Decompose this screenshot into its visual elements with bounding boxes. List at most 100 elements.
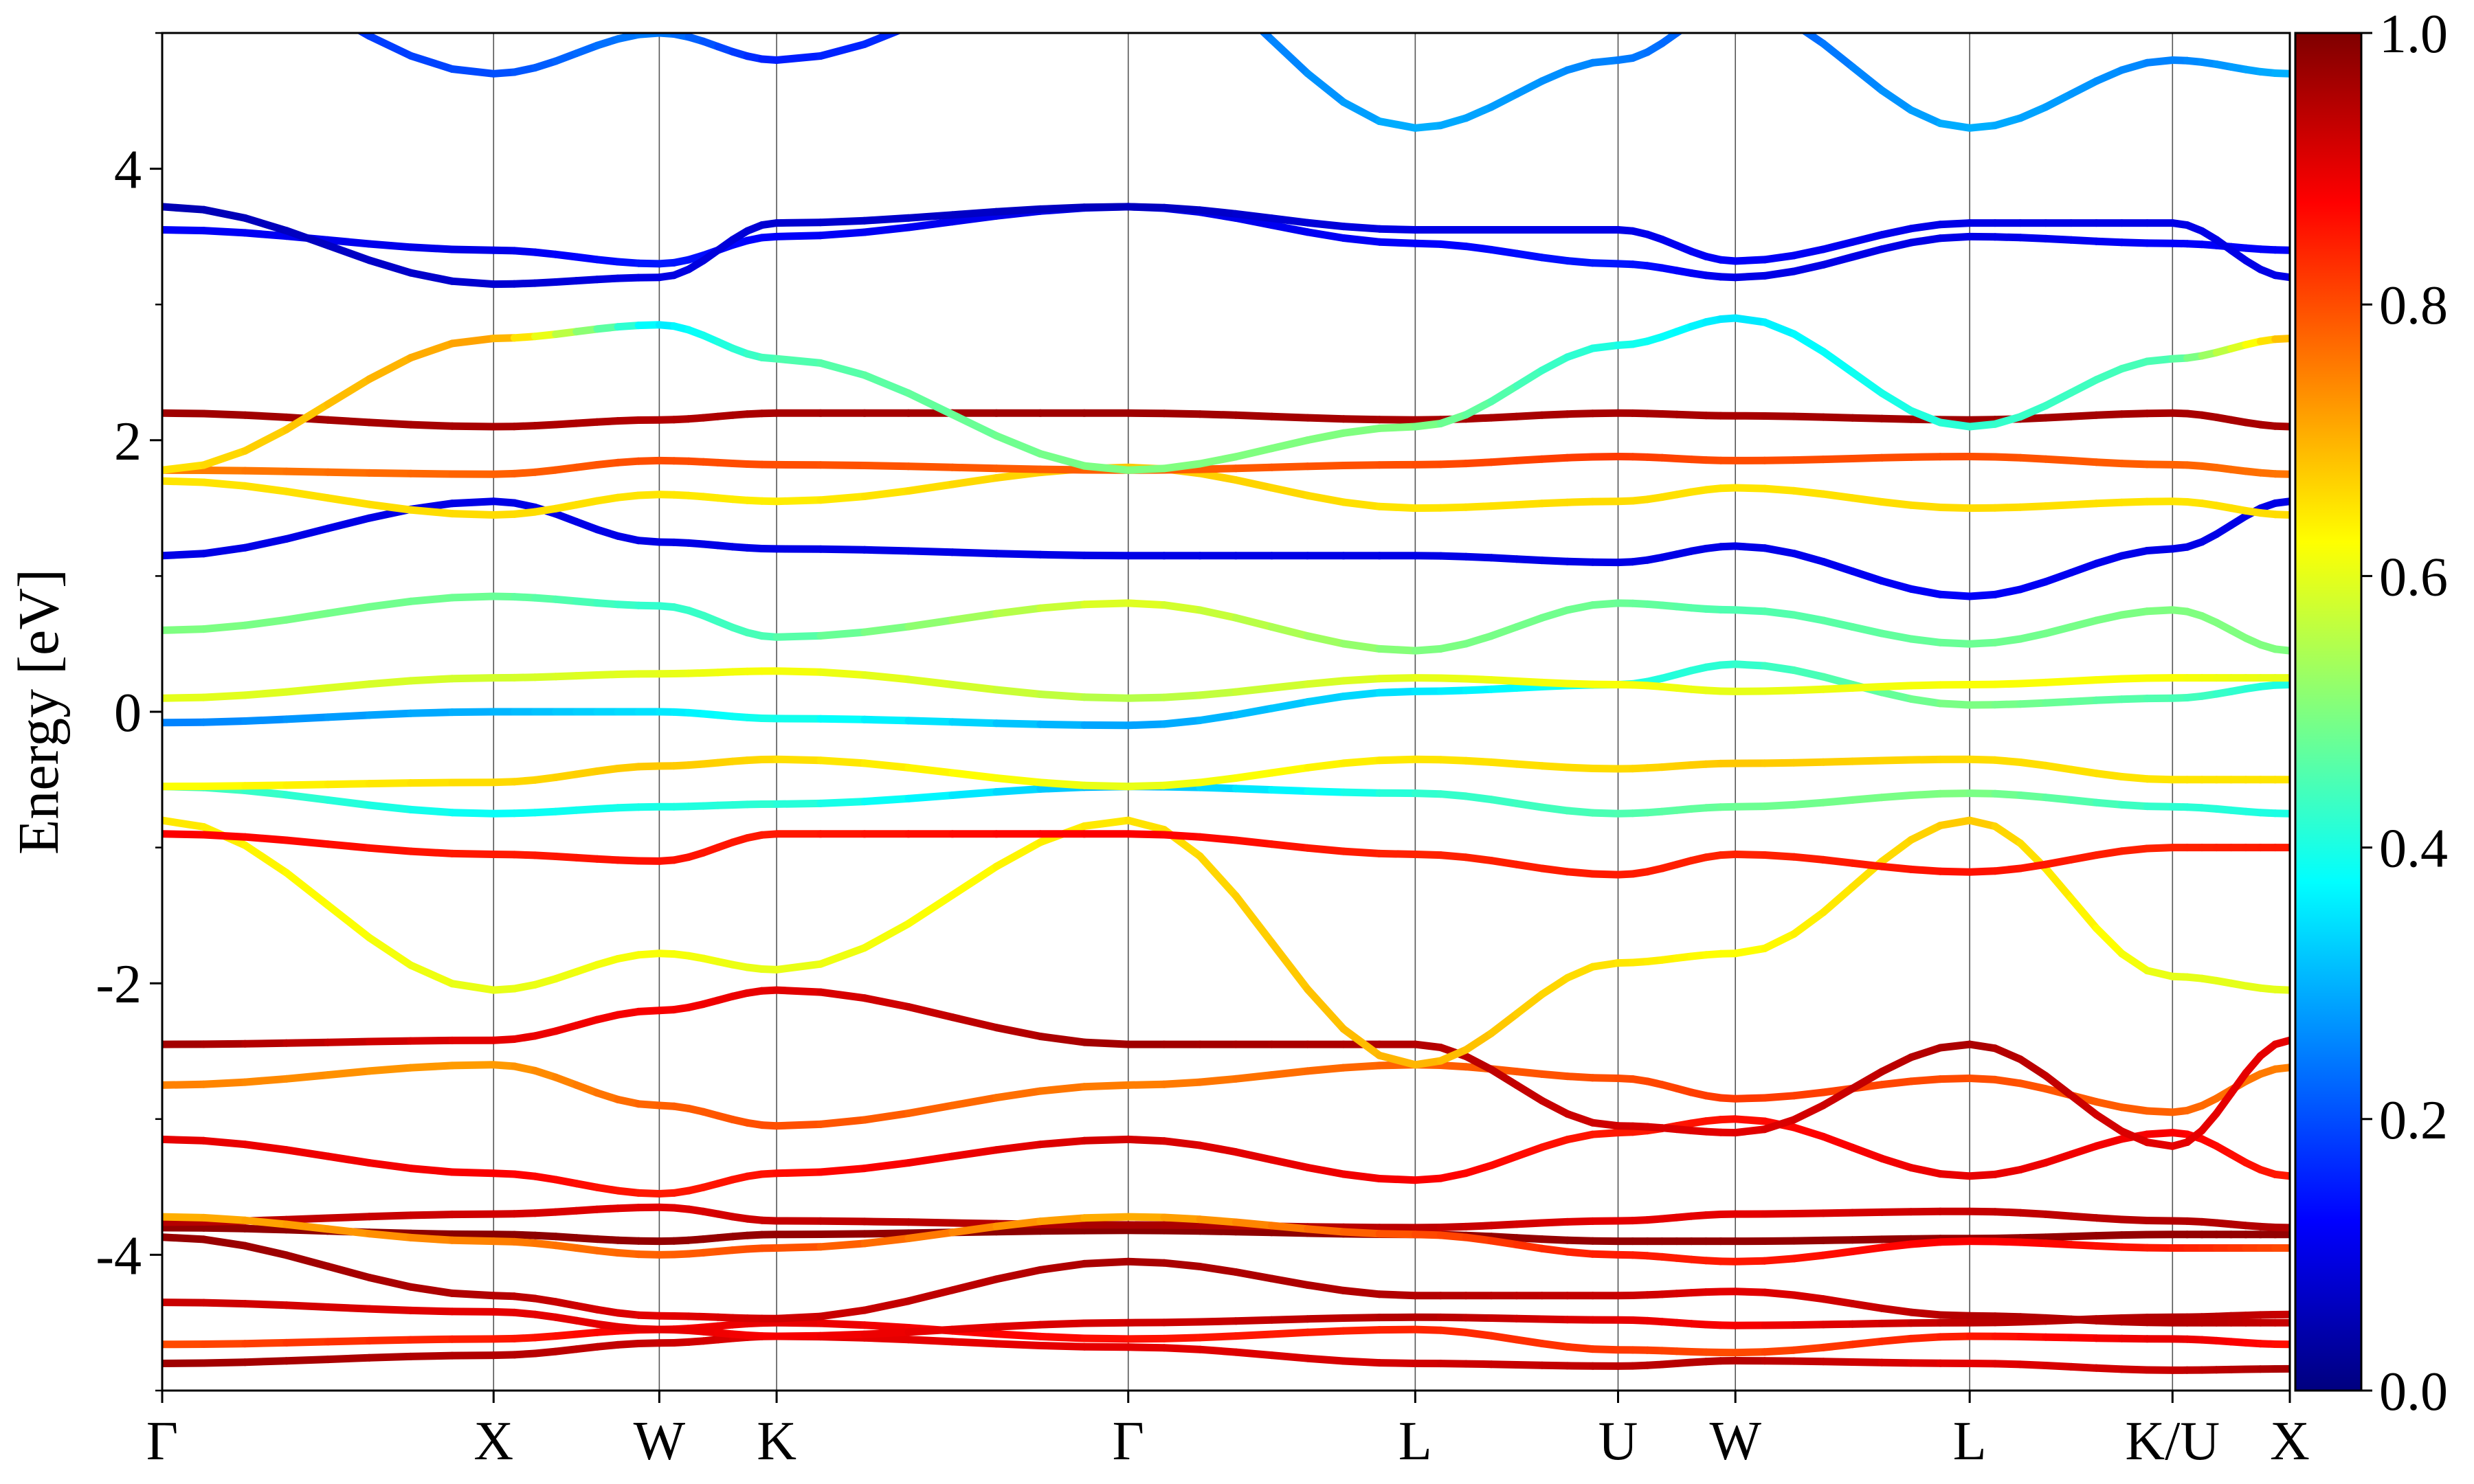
band-17-segment [1907,585,1944,598]
band-0-segment [860,1334,913,1344]
band-0-segment [1375,1359,1419,1367]
band-20-segment [1232,411,1275,420]
band-5-segment [1462,1222,1495,1230]
band-14-segment [1790,666,1827,681]
band-5-segment [365,1211,415,1221]
band-2-segment [241,1300,291,1309]
band-8-segment [1160,1078,1204,1088]
band-5-segment [162,1218,208,1226]
band-5-segment [2143,1217,2176,1225]
band-17-segment [162,550,208,560]
band-15-segment [1124,693,1168,702]
band-24-segment [1937,120,1974,132]
band-0-segment [324,1353,373,1364]
band-2-segment [1036,1319,1089,1329]
band-18-segment [1790,486,1827,498]
band-10-segment [1991,822,2025,847]
band-0-segment [162,1359,208,1367]
band-23-segment [1160,203,1204,214]
band-16-segment [1124,599,1168,609]
band-24-segment [1436,114,1470,130]
band-12-segment [2042,794,2075,804]
band-10-segment [1304,985,1348,1033]
band-22-segment [1563,257,1597,267]
band-4-segment [1790,1236,1827,1245]
band-17-segment [1761,544,1798,558]
band-6-segment [282,1220,332,1233]
band-3-segment [816,1306,869,1320]
band-1-segment [1487,1331,1521,1344]
band-13-segment [1339,756,1383,767]
band-22-segment [1937,232,1974,243]
band-22-segment [948,212,1001,226]
band-4-segment [241,1224,291,1234]
band-22-segment [1538,254,1572,265]
band-6-segment [448,1236,498,1246]
band-6-segment [241,1216,291,1228]
band-18-segment [199,478,249,490]
band-16-segment [2118,607,2151,619]
band-24-segment [448,65,498,78]
band-3-segment [162,1233,208,1244]
band-3-segment [407,1283,456,1297]
band-2-segment [1819,1320,1857,1329]
band-16-segment [1487,623,1521,640]
band-19-segment [324,468,373,477]
band-21-segment [241,425,291,455]
band-21-segment [1849,368,1886,397]
band-14-segment [1339,688,1383,701]
band-10-segment [2042,864,2075,903]
band-21-segment [1877,389,1915,415]
band-3-segment [365,1274,415,1291]
band-24-segment [1721,6,1735,8]
band-2-segment [282,1301,332,1311]
band-8-segment [365,1064,415,1075]
band-lines [162,6,2290,1374]
band-17-segment [1731,542,1769,552]
band-7-segment [1538,1136,1572,1151]
band-17-segment [992,550,1045,559]
band-6-segment [2067,1241,2101,1250]
band-21-segment [772,355,825,367]
band-21-segment [860,371,913,397]
band-21-segment [162,461,208,474]
band-1-segment [1124,1334,1168,1343]
band-7-segment [324,1152,373,1167]
band-2-segment [1538,1315,1572,1324]
band-20-segment [199,409,249,419]
band-17-segment [2093,552,2126,567]
band-21-segment [1538,353,1572,374]
band-21-segment [2042,389,2075,409]
band-19-segment [1462,458,1495,468]
band-22-segment [1462,243,1495,254]
band-11-segment [199,831,249,841]
band-24-segment [1819,39,1857,71]
band-12-segment [860,794,913,806]
band-7-segment [1436,1169,1470,1182]
band-10-segment [1196,852,1240,900]
band-0-segment [2118,1365,2151,1374]
band-21-segment [2118,357,2151,373]
band-14-segment [324,711,373,721]
band-8-segment [992,1087,1045,1102]
band-13-segment [199,782,249,790]
band-4-segment [1196,1227,1240,1236]
band-14-segment [1761,662,1798,674]
band-15-segment [1196,688,1240,699]
band-4-segment [1538,1235,1572,1244]
band-15-segment [162,693,208,702]
band-8-segment [2016,1079,2050,1093]
band-17-segment [1937,590,1974,600]
band-19-segment [1877,453,1915,462]
band-3-segment [772,1312,825,1323]
band-9-segment [2067,1091,2101,1119]
band-11-segment [1907,865,1944,875]
band-11-segment [1196,833,1240,844]
band-3-segment [241,1241,291,1259]
band-18-segment [1268,484,1312,499]
band-2-segment [992,1320,1045,1331]
band-19-segment [1339,461,1383,469]
band-8-segment [1790,1088,1827,1100]
band-4-segment [1036,1226,1089,1235]
band-21-segment [1589,341,1622,352]
